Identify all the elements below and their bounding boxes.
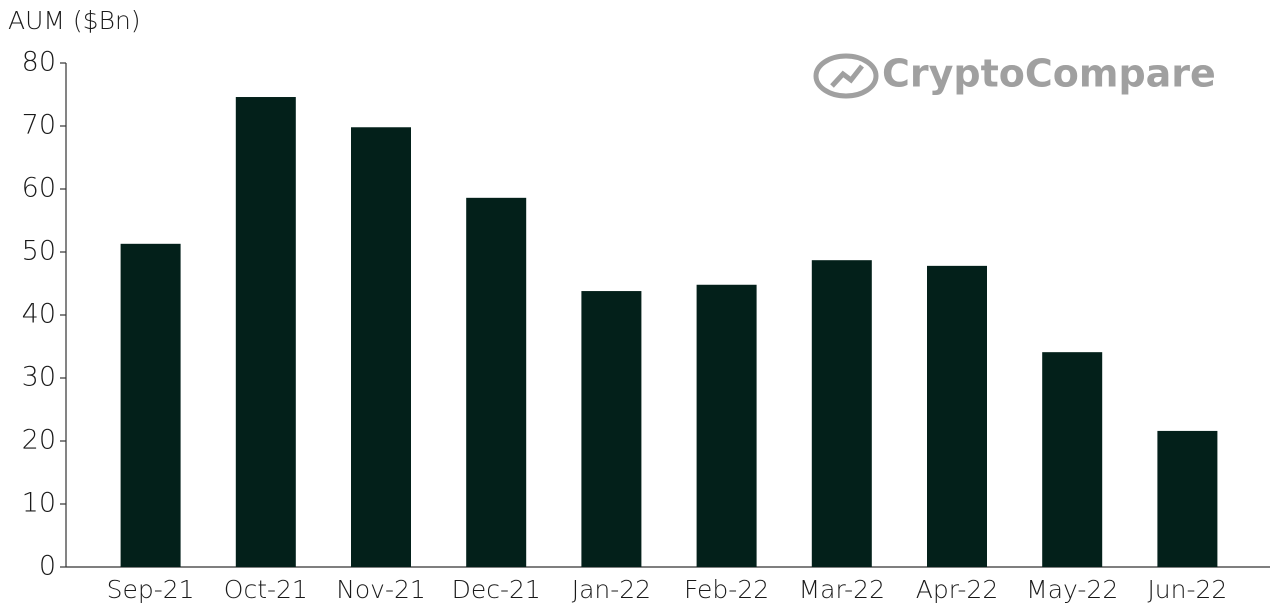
y-tick-label: 10 — [22, 488, 56, 519]
x-tick-label: Mar-22 — [799, 575, 885, 604]
x-tick-label: Oct-21 — [224, 575, 308, 604]
x-tick-label: Feb-22 — [684, 575, 769, 604]
bar — [466, 197, 527, 567]
bar — [1042, 352, 1103, 567]
x-tick-label: Nov-21 — [336, 575, 426, 604]
watermark-logo — [813, 53, 879, 99]
y-tick-label: 30 — [22, 362, 56, 393]
bar — [811, 260, 872, 567]
y-tick-label: 80 — [22, 47, 56, 78]
x-tick-label: Sep-21 — [107, 575, 195, 604]
y-tick-label: 50 — [22, 236, 56, 267]
bar — [581, 291, 642, 567]
x-tick-label: Jun-22 — [1147, 575, 1227, 604]
bar — [235, 97, 296, 568]
x-tick-label: May-22 — [1026, 575, 1118, 604]
bar — [351, 127, 411, 567]
bar — [696, 284, 757, 567]
x-tick-label: Jan-22 — [572, 575, 651, 604]
y-axis-label: AUM ($Bn) — [8, 6, 141, 35]
x-tick-label: Apr-22 — [916, 575, 998, 604]
x-tick-label: Dec-21 — [452, 575, 541, 604]
y-tick-label: 0 — [39, 551, 56, 582]
y-tick-label: 70 — [22, 110, 56, 141]
y-tick-label: 40 — [22, 299, 56, 330]
watermark: CryptoCompare — [882, 52, 1216, 96]
y-tick-label: 20 — [22, 425, 56, 456]
bar — [1157, 430, 1218, 567]
bar — [927, 265, 987, 567]
y-tick-label: 60 — [22, 173, 56, 204]
bar — [120, 243, 181, 567]
